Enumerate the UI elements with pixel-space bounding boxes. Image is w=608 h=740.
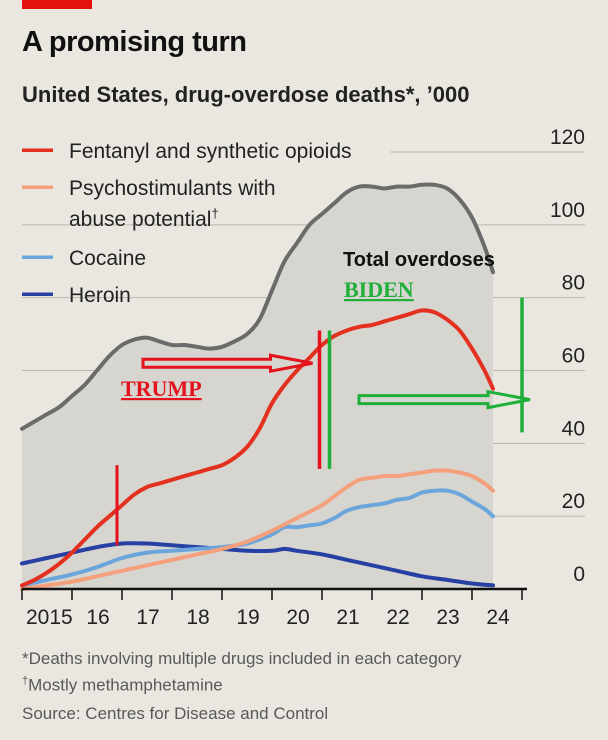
psycho-line <box>20 468 495 591</box>
x-axis-layer: 2015 16 17 18 19 20 21 22 23 24 <box>21 587 527 629</box>
heroin-line <box>20 541 495 588</box>
footnote-methamphetamine: †Mostly methamphetamine <box>22 675 223 696</box>
y-tick-label-80: 80 <box>562 272 585 295</box>
y-tick-label-100: 100 <box>550 199 585 222</box>
total-area-layer <box>22 184 493 589</box>
x-tick-label-18: 18 <box>186 606 209 629</box>
trump-arrow <box>141 353 313 374</box>
biden-arrow <box>357 389 531 410</box>
total-overdoses-area <box>22 184 493 589</box>
series-lines-layer <box>20 182 495 591</box>
source-note: Source: Centres for Disease and Control <box>22 704 329 723</box>
brand-tab <box>22 0 92 9</box>
chart-title: A promising turn <box>22 26 247 58</box>
total-line <box>20 182 495 431</box>
legend-label-psycho: Psychostimulants with <box>69 177 276 200</box>
y-tick-label-120: 120 <box>550 126 585 149</box>
legend: Fentanyl and synthetic opioids Psychostim… <box>22 140 352 307</box>
y-tick-label-40: 40 <box>562 417 585 440</box>
dagger-mark: † <box>22 675 29 687</box>
y-tick-label-0: 0 <box>573 563 585 586</box>
y-tick-label-20: 20 <box>562 490 585 513</box>
x-tick-label-17: 17 <box>136 606 159 629</box>
x-tick-label-2015: 2015 <box>26 606 73 629</box>
total-overdoses-label: Total overdoses <box>343 249 495 271</box>
x-tick-label-16: 16 <box>86 606 109 629</box>
legend-swatch-fentanyl <box>22 148 53 152</box>
trump-label: TRUMP <box>121 376 202 401</box>
legend-label-fentanyl: Fentanyl and synthetic opioids <box>69 140 352 163</box>
y-tick-label-60: 60 <box>562 345 585 368</box>
legend-swatch-psycho <box>22 185 53 189</box>
y-tick-labels: 0 20 40 60 80 100 120 <box>550 126 585 586</box>
footnote-methamphetamine-text: Mostly methamphetamine <box>28 675 223 695</box>
cocaine-line <box>20 488 495 588</box>
fentanyl-line <box>20 308 495 588</box>
legend-label-psycho-line2: abuse potential† <box>69 206 219 231</box>
annotations-layer: Total overdoses TRUMP BIDEN <box>115 249 531 546</box>
chart-subtitle: United States, drug-overdose deaths*, ’0… <box>22 82 470 107</box>
x-tick-label-21: 21 <box>336 606 359 629</box>
legend-label-cocaine: Cocaine <box>69 247 146 270</box>
x-tick-label-23: 23 <box>436 606 459 629</box>
legend-label-heroin: Heroin <box>69 284 131 307</box>
x-tick-label-22: 22 <box>386 606 409 629</box>
footnote-multiple-drugs: *Deaths involving multiple drugs include… <box>22 649 462 668</box>
legend-dagger-mark: † <box>211 206 218 221</box>
x-tick-label-20: 20 <box>286 606 309 629</box>
x-tick-label-24: 24 <box>486 606 510 629</box>
x-tick-label-19: 19 <box>236 606 259 629</box>
biden-label: BIDEN <box>344 277 414 302</box>
legend-swatch-heroin <box>22 292 53 296</box>
legend-swatch-cocaine <box>22 255 53 259</box>
